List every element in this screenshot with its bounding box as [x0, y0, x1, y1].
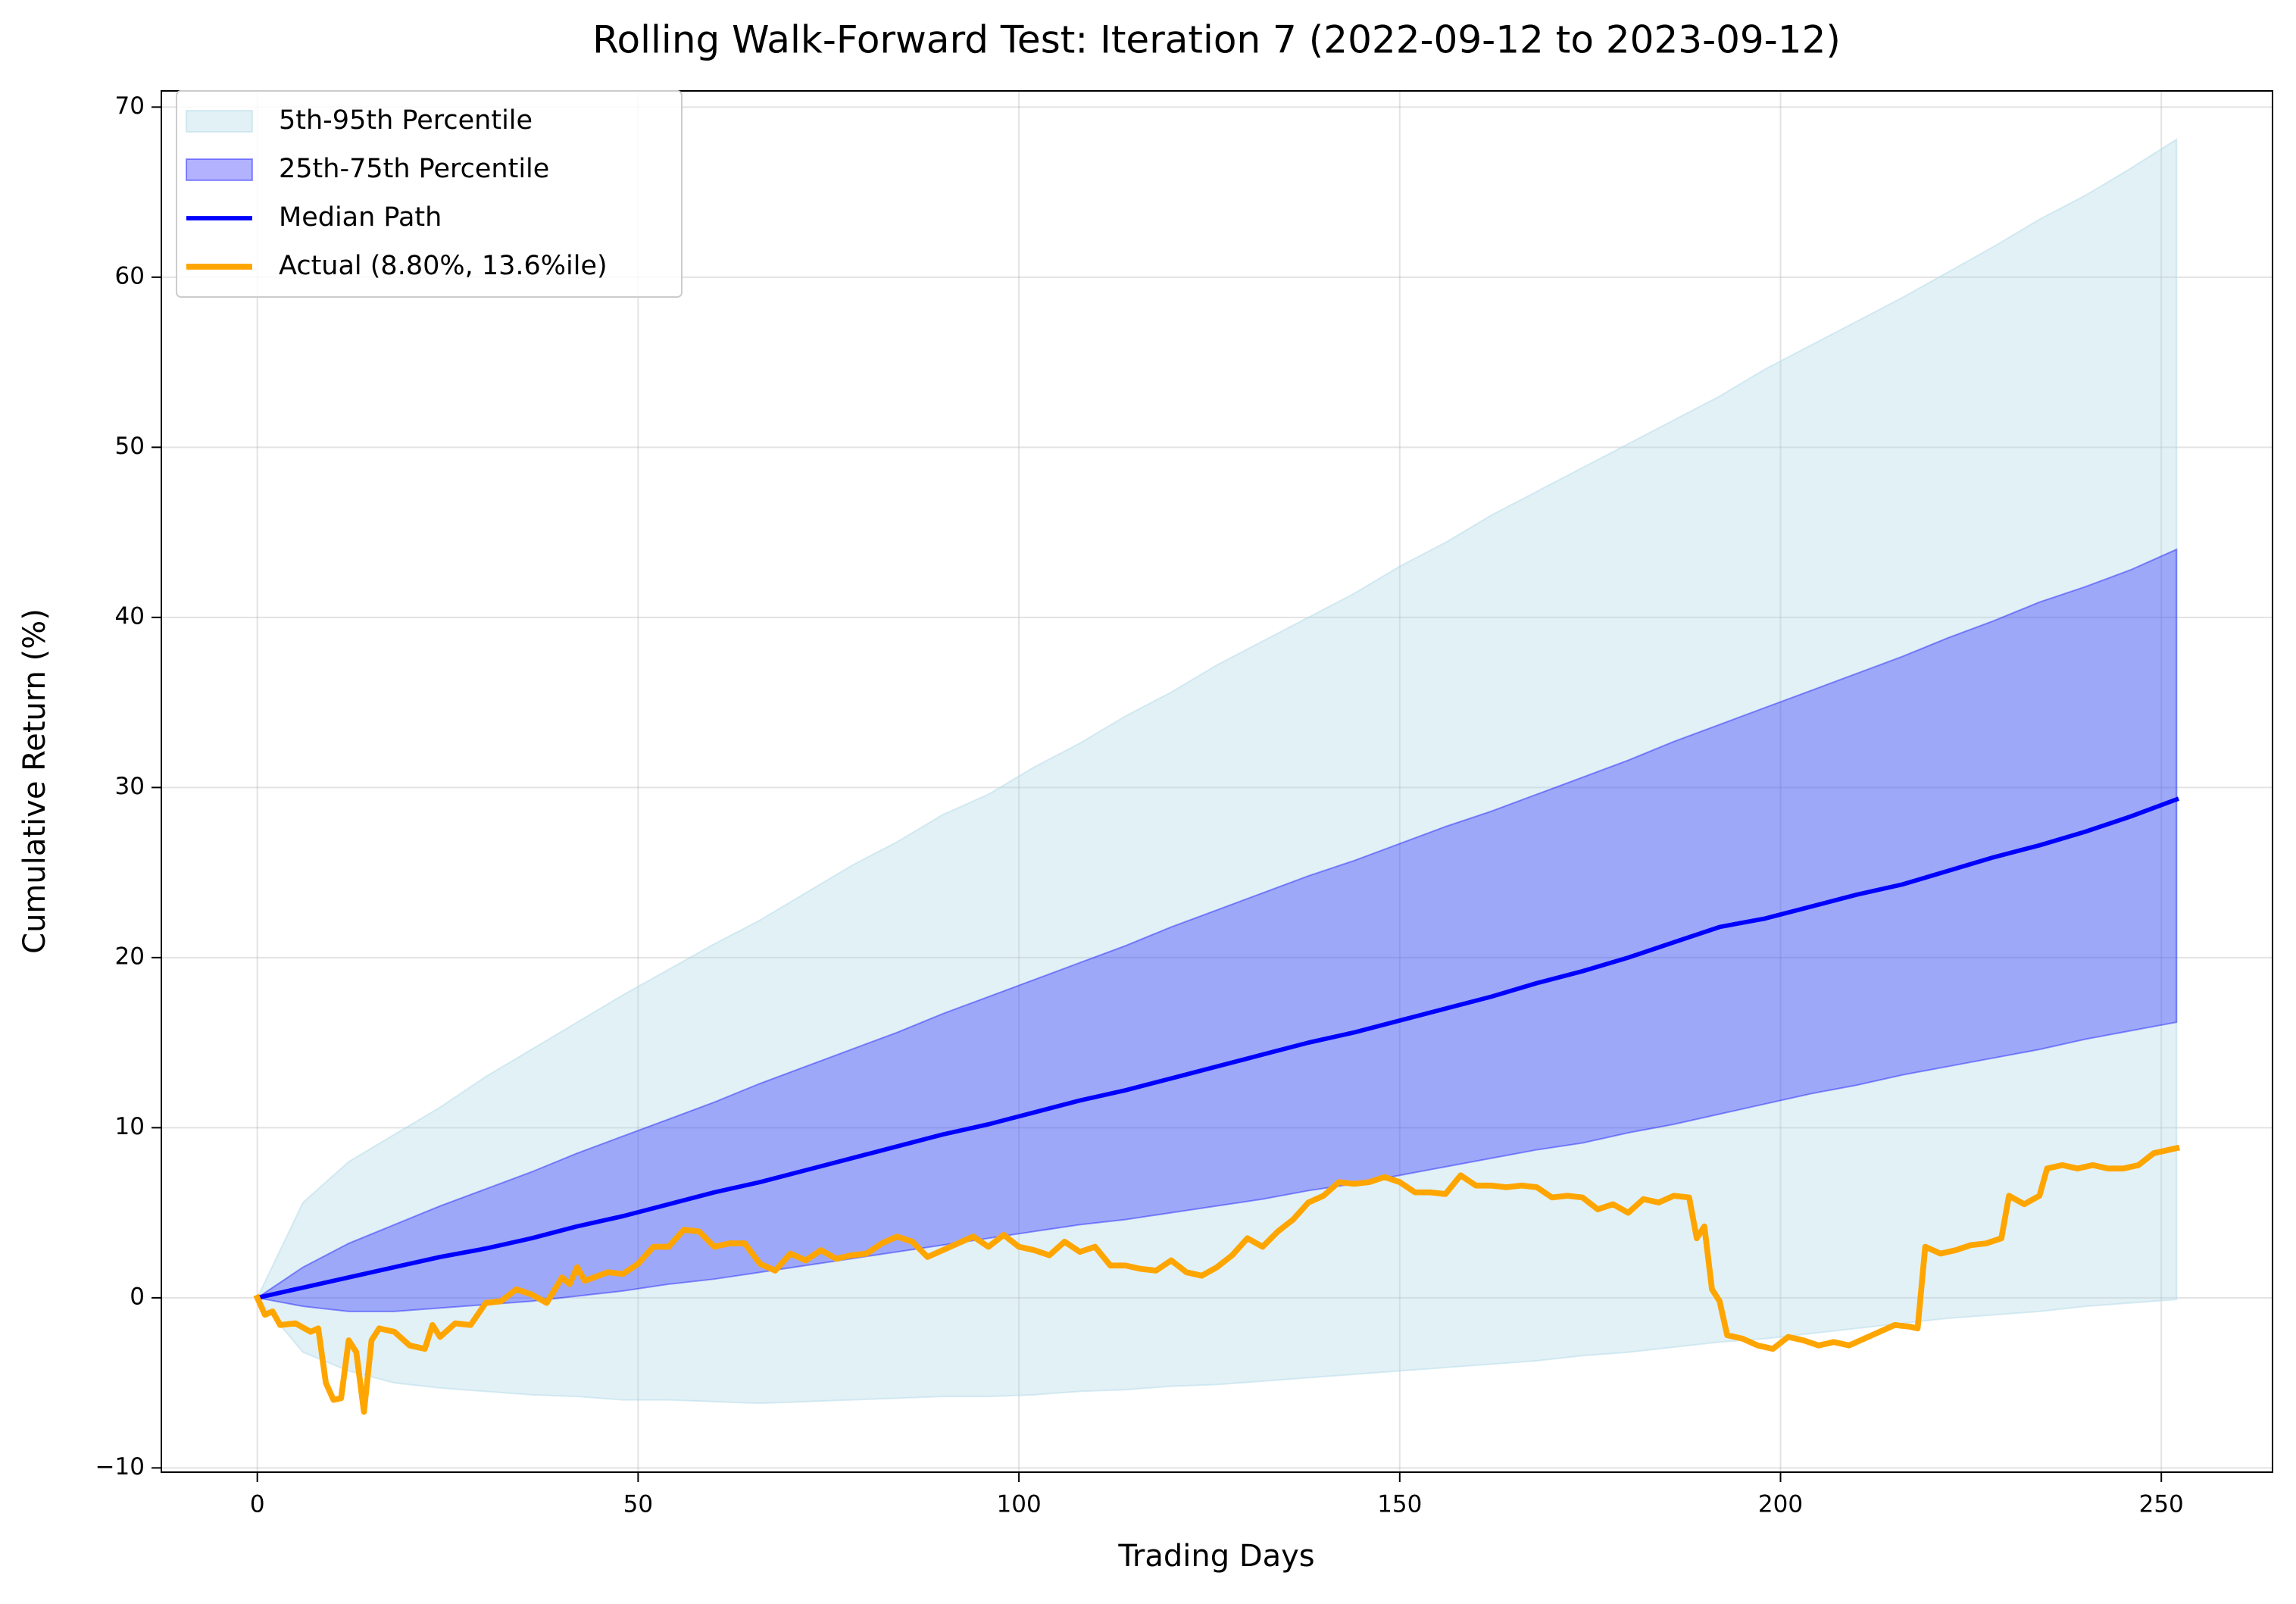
plot-frame	[161, 90, 2273, 1473]
percentile-band	[256, 138, 2178, 1405]
y-tick-label: 20	[115, 943, 145, 970]
y-axis-label: Cumulative Return (%)	[17, 608, 52, 954]
x-tick-label: 50	[623, 1491, 653, 1518]
legend-label: 25th-75th Percentile	[279, 154, 549, 184]
y-tick-label: 30	[115, 773, 145, 800]
legend-swatch	[186, 110, 253, 133]
y-tick-label: 70	[115, 92, 145, 120]
data-line	[255, 796, 2180, 1301]
x-tick-label: 250	[2139, 1491, 2184, 1518]
legend-label: 5th-95th Percentile	[279, 105, 533, 136]
x-tick-label: 100	[997, 1491, 1042, 1518]
y-tick-label: 60	[115, 262, 145, 289]
y-tick-label: −10	[95, 1453, 145, 1480]
x-tick-label: 0	[250, 1491, 265, 1518]
y-tick-label: 50	[115, 433, 145, 460]
y-tick-label: 10	[115, 1113, 145, 1140]
x-axis-label: Trading Days	[1117, 1539, 1314, 1574]
y-tick-label: 0	[130, 1283, 145, 1310]
legend-box	[176, 90, 683, 298]
x-tick-label: 150	[1377, 1491, 1422, 1518]
chart-title: Rolling Walk-Forward Test: Iteration 7 (…	[592, 18, 1841, 62]
legend-label: Median Path	[279, 202, 442, 233]
x-tick-label: 200	[1758, 1491, 1803, 1518]
legend-swatch	[186, 158, 253, 181]
data-line	[253, 1144, 2180, 1415]
percentile-band	[255, 548, 2178, 1312]
legend-label: Actual (8.80%, 13.6%ile)	[279, 251, 608, 281]
y-tick-label: 40	[115, 602, 145, 630]
